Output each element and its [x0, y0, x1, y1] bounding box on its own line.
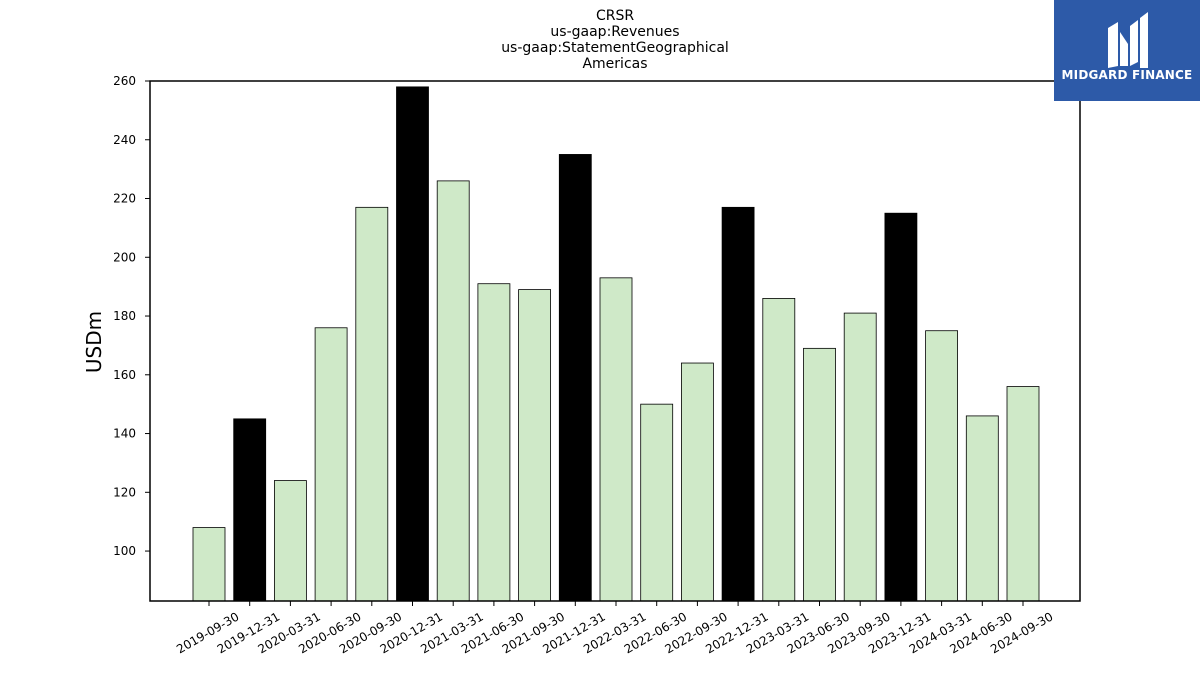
- bar-2023-06-30: [803, 347, 836, 602]
- bar-2022-03-31: [599, 277, 633, 602]
- bars-group: [192, 86, 1040, 602]
- y-tick-label: 200: [113, 250, 136, 264]
- bar-2022-06-30: [640, 403, 674, 602]
- y-tick-label: 120: [113, 485, 136, 499]
- y-axis-label: USDm: [82, 311, 106, 373]
- y-tick-label: 240: [113, 133, 136, 147]
- bar-2021-06-30: [477, 283, 511, 602]
- bar-2024-03-31: [925, 330, 958, 602]
- chart-title-ticker: CRSR: [595, 8, 635, 24]
- bar-2019-12-31: [233, 418, 267, 602]
- chart-title-metric: us-gaap:Revenues: [550, 24, 680, 40]
- y-axis-ticks: 100 120 140 160 180 200 220 240 260: [113, 74, 150, 558]
- bar-2019-09-30: [192, 527, 226, 602]
- chart-title-statement: us-gaap:StatementGeographical: [501, 40, 729, 56]
- logo-text: MIDGARD FINANCE: [1061, 68, 1193, 82]
- bar-2020-06-30: [314, 327, 348, 602]
- chart-title-segment: Americas: [582, 56, 648, 72]
- bar-2023-12-31: [884, 212, 918, 602]
- y-tick-label: 220: [113, 192, 136, 206]
- bar-2023-03-31: [762, 298, 796, 602]
- y-tick-label: 140: [113, 427, 136, 441]
- y-tick-label: 260: [113, 74, 136, 88]
- plot-frame: [149, 80, 1081, 602]
- bar-2022-09-30: [681, 362, 714, 602]
- bar-2024-09-30: [1006, 386, 1040, 602]
- bar-2022-12-31: [721, 206, 755, 602]
- bar-2020-03-31: [273, 480, 307, 602]
- y-tick-label: 160: [113, 368, 136, 382]
- bar-2020-09-30: [355, 206, 389, 602]
- x-axis-ticks: 2019-09-302019-12-312020-03-312020-06-30…: [174, 601, 1056, 656]
- bar-2020-12-31: [396, 86, 429, 602]
- bar-2021-12-31: [558, 154, 592, 602]
- y-tick-label: 180: [113, 309, 136, 323]
- bar-2021-09-30: [518, 289, 551, 602]
- bar-2021-03-31: [436, 180, 470, 602]
- y-tick-label: 100: [113, 544, 136, 558]
- midgard-finance-logo: MIDGARD FINANCE: [1054, 0, 1200, 101]
- midgard-logo-icon: [1108, 12, 1148, 68]
- bar-2023-09-30: [843, 312, 877, 602]
- bar-2024-06-30: [965, 415, 999, 602]
